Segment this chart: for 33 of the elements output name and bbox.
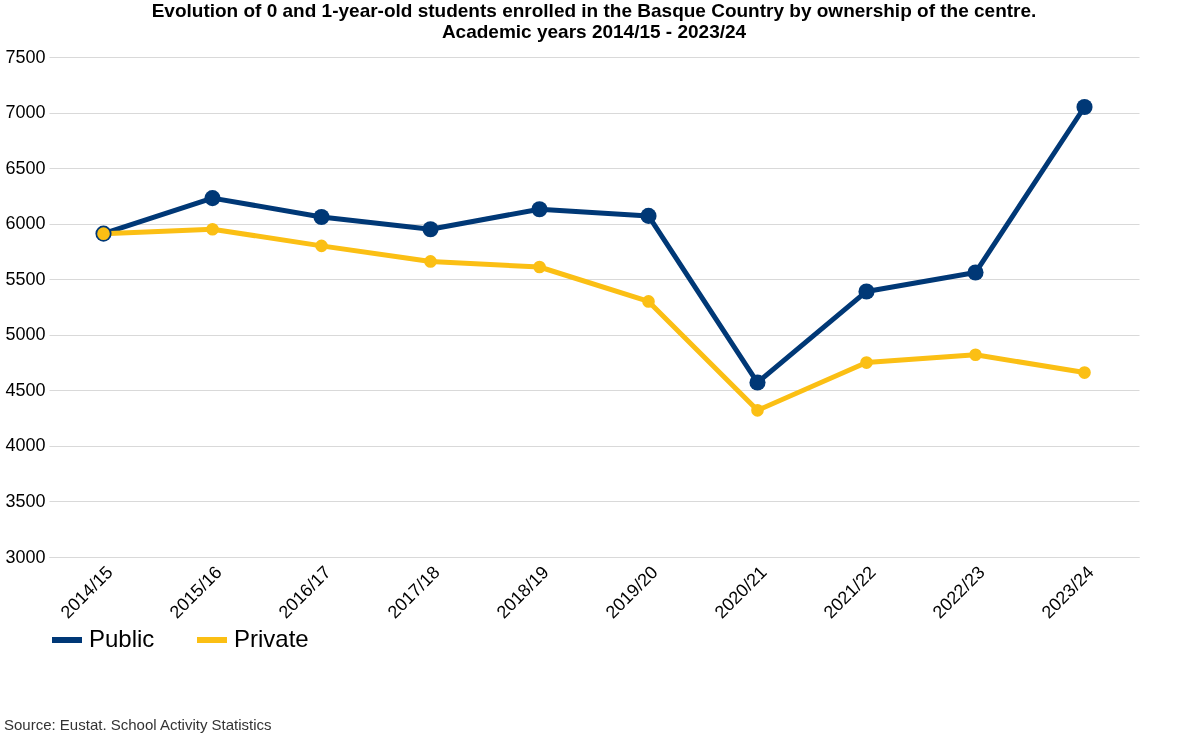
y-tick-label: 5000: [5, 324, 46, 345]
point: [313, 208, 330, 226]
y-tick-label: 7000: [5, 102, 46, 123]
y-tick-label: 7500: [5, 46, 46, 67]
point: [533, 260, 546, 274]
point: [204, 190, 221, 207]
point: [1078, 366, 1091, 379]
y-tick-label: 3000: [5, 546, 46, 567]
source-note: Source: Eustat. School Activity Statistics: [4, 716, 272, 733]
y-tick-label: 6000: [5, 213, 46, 234]
point: [860, 356, 873, 369]
point: [315, 239, 328, 253]
point: [531, 201, 548, 218]
point: [751, 404, 764, 417]
point: [424, 255, 437, 268]
point: [967, 264, 984, 281]
y-tick-label: 5500: [5, 268, 46, 289]
y-tick-label: 3500: [5, 490, 46, 511]
point: [969, 348, 982, 362]
y-tick-label: 4500: [5, 379, 46, 400]
point: [749, 374, 766, 391]
point: [642, 295, 655, 308]
y-tick-label: 6500: [5, 157, 46, 178]
legend-label: Public: [89, 625, 155, 652]
point: [1076, 98, 1093, 116]
point: [640, 207, 657, 224]
point: [206, 222, 219, 236]
chart-subtitle: Academic years 2014/15 - 2023/24: [441, 21, 747, 42]
y-tick-label: 4000: [5, 435, 46, 456]
point: [858, 283, 875, 300]
chart-title: Evolution of 0 and 1-year-old students enrolled in the Basque Country by ownership of the centre.: [151, 0, 1037, 21]
legend-label: Private: [234, 625, 309, 652]
point: [422, 221, 439, 238]
